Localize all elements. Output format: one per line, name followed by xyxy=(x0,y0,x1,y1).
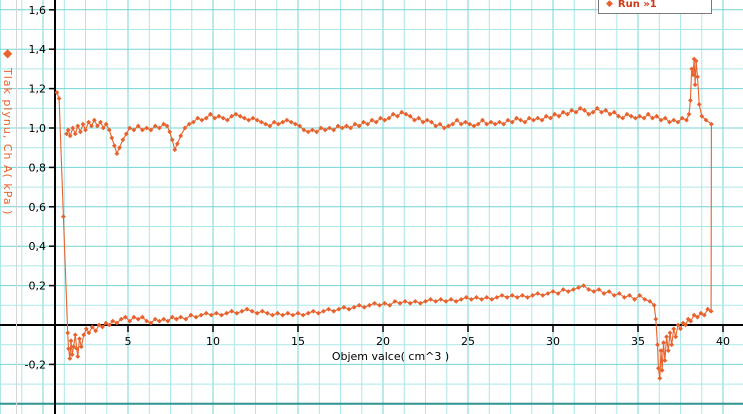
svg-text:1,0: 1,0 xyxy=(29,122,47,135)
svg-text:30: 30 xyxy=(546,335,560,348)
x-axis-title[interactable]: Objem valce( cm^3 ) xyxy=(331,350,450,363)
legend[interactable]: ◆ Run »1 xyxy=(598,0,712,14)
svg-text:0,8: 0,8 xyxy=(29,161,47,174)
legend-run-label: Run »1 xyxy=(617,0,657,10)
left-pane-divider xyxy=(16,0,17,414)
series-diamond-icon: ◆ xyxy=(3,46,13,60)
svg-text:1,2: 1,2 xyxy=(29,83,47,96)
legend-diamond-icon: ◆ xyxy=(606,0,613,9)
svg-text:1,4: 1,4 xyxy=(29,43,47,56)
svg-text:35: 35 xyxy=(631,335,645,348)
y-axis: 1,6 1,4 1,2 1,0 0,8 0,6 0,4 0,2 -0,2 xyxy=(25,0,56,414)
svg-text:-0,2: -0,2 xyxy=(25,358,46,371)
svg-text:0,4: 0,4 xyxy=(29,240,47,253)
y-axis-title[interactable]: Tlak plynu, Ch A( kPa ) xyxy=(1,68,14,216)
svg-text:15: 15 xyxy=(291,335,305,348)
svg-text:1,6: 1,6 xyxy=(29,4,47,17)
data-series-run1[interactable] xyxy=(54,56,714,381)
svg-text:10: 10 xyxy=(206,335,220,348)
svg-text:0,6: 0,6 xyxy=(29,201,47,214)
svg-text:0,2: 0,2 xyxy=(29,280,47,293)
svg-text:40: 40 xyxy=(716,335,730,348)
svg-text:20: 20 xyxy=(376,335,390,348)
svg-text:25: 25 xyxy=(461,335,475,348)
svg-text:5: 5 xyxy=(125,335,132,348)
x-axis: 5 10 15 20 25 30 35 40 xyxy=(0,324,743,348)
